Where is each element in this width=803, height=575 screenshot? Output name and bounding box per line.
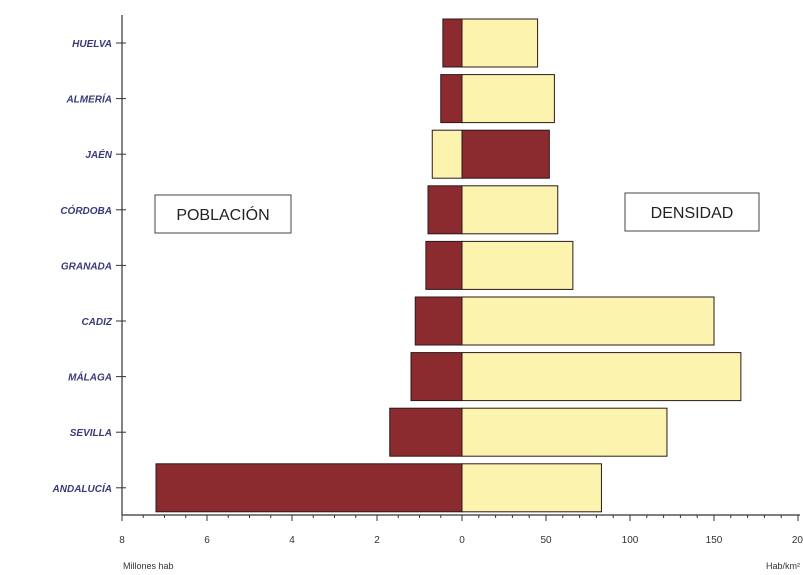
bar-poblacion: [427, 185, 463, 235]
x-tick-label: 50: [540, 535, 552, 546]
category-label: MÁLAGA: [68, 371, 112, 384]
bar-densidad: [461, 240, 574, 290]
bar-poblacion: [431, 129, 463, 179]
category-labels: HUELVA ALMERÍA JAÉN CÓRDOBA GRANADA CADIZ MÁLA…: [52, 39, 113, 495]
x-tick-label: 100: [622, 535, 639, 546]
bar-densidad: [461, 185, 559, 235]
category-label: HUELVA: [72, 39, 112, 50]
x-tick-label: 8: [119, 535, 125, 546]
x-tick-label: 150: [706, 535, 723, 546]
left-axis-label: Millones hab: [123, 561, 174, 571]
bar-poblacion: [442, 18, 463, 68]
axes: [116, 15, 800, 521]
bar-densidad: [461, 129, 550, 179]
category-label: SEVILLA: [70, 428, 112, 439]
legend-densidad-label: DENSIDAD: [651, 205, 734, 222]
bar-densidad: [461, 18, 539, 68]
category-label: GRANADA: [61, 261, 112, 272]
bar-densidad: [461, 296, 715, 346]
category-label: JAÉN: [85, 148, 112, 161]
legend-densidad: DENSIDAD: [624, 192, 760, 232]
x-tick-label: 4: [289, 535, 295, 546]
bars: [155, 18, 742, 513]
x-tick-label: 20: [792, 535, 803, 546]
bar-poblacion: [155, 463, 463, 513]
category-label: CADIZ: [81, 317, 112, 328]
legend-poblacion-label: POBLACIÓN: [176, 205, 269, 224]
bar-densidad: [461, 74, 555, 124]
bar-densidad: [461, 463, 602, 513]
bar-poblacion: [389, 407, 463, 457]
tick-labels: 8 6 4 2 0 50 100 150 20: [119, 535, 803, 546]
bar-densidad: [461, 407, 668, 457]
category-label: CÓRDOBA: [60, 204, 112, 217]
x-tick-label: 6: [204, 535, 210, 546]
category-label: ALMERÍA: [65, 93, 112, 106]
bar-poblacion: [414, 296, 463, 346]
x-tick-label: 2: [374, 535, 380, 546]
bar-poblacion: [440, 74, 463, 124]
right-axis-label: Hab/km²: [766, 561, 800, 571]
bar-poblacion: [425, 240, 463, 290]
x-tick-label: 0: [459, 535, 465, 546]
category-label: ANDALUCÍA: [52, 482, 112, 495]
legend-poblacion: POBLACIÓN: [154, 194, 292, 234]
bar-poblacion: [410, 352, 463, 402]
bar-densidad: [461, 352, 742, 402]
